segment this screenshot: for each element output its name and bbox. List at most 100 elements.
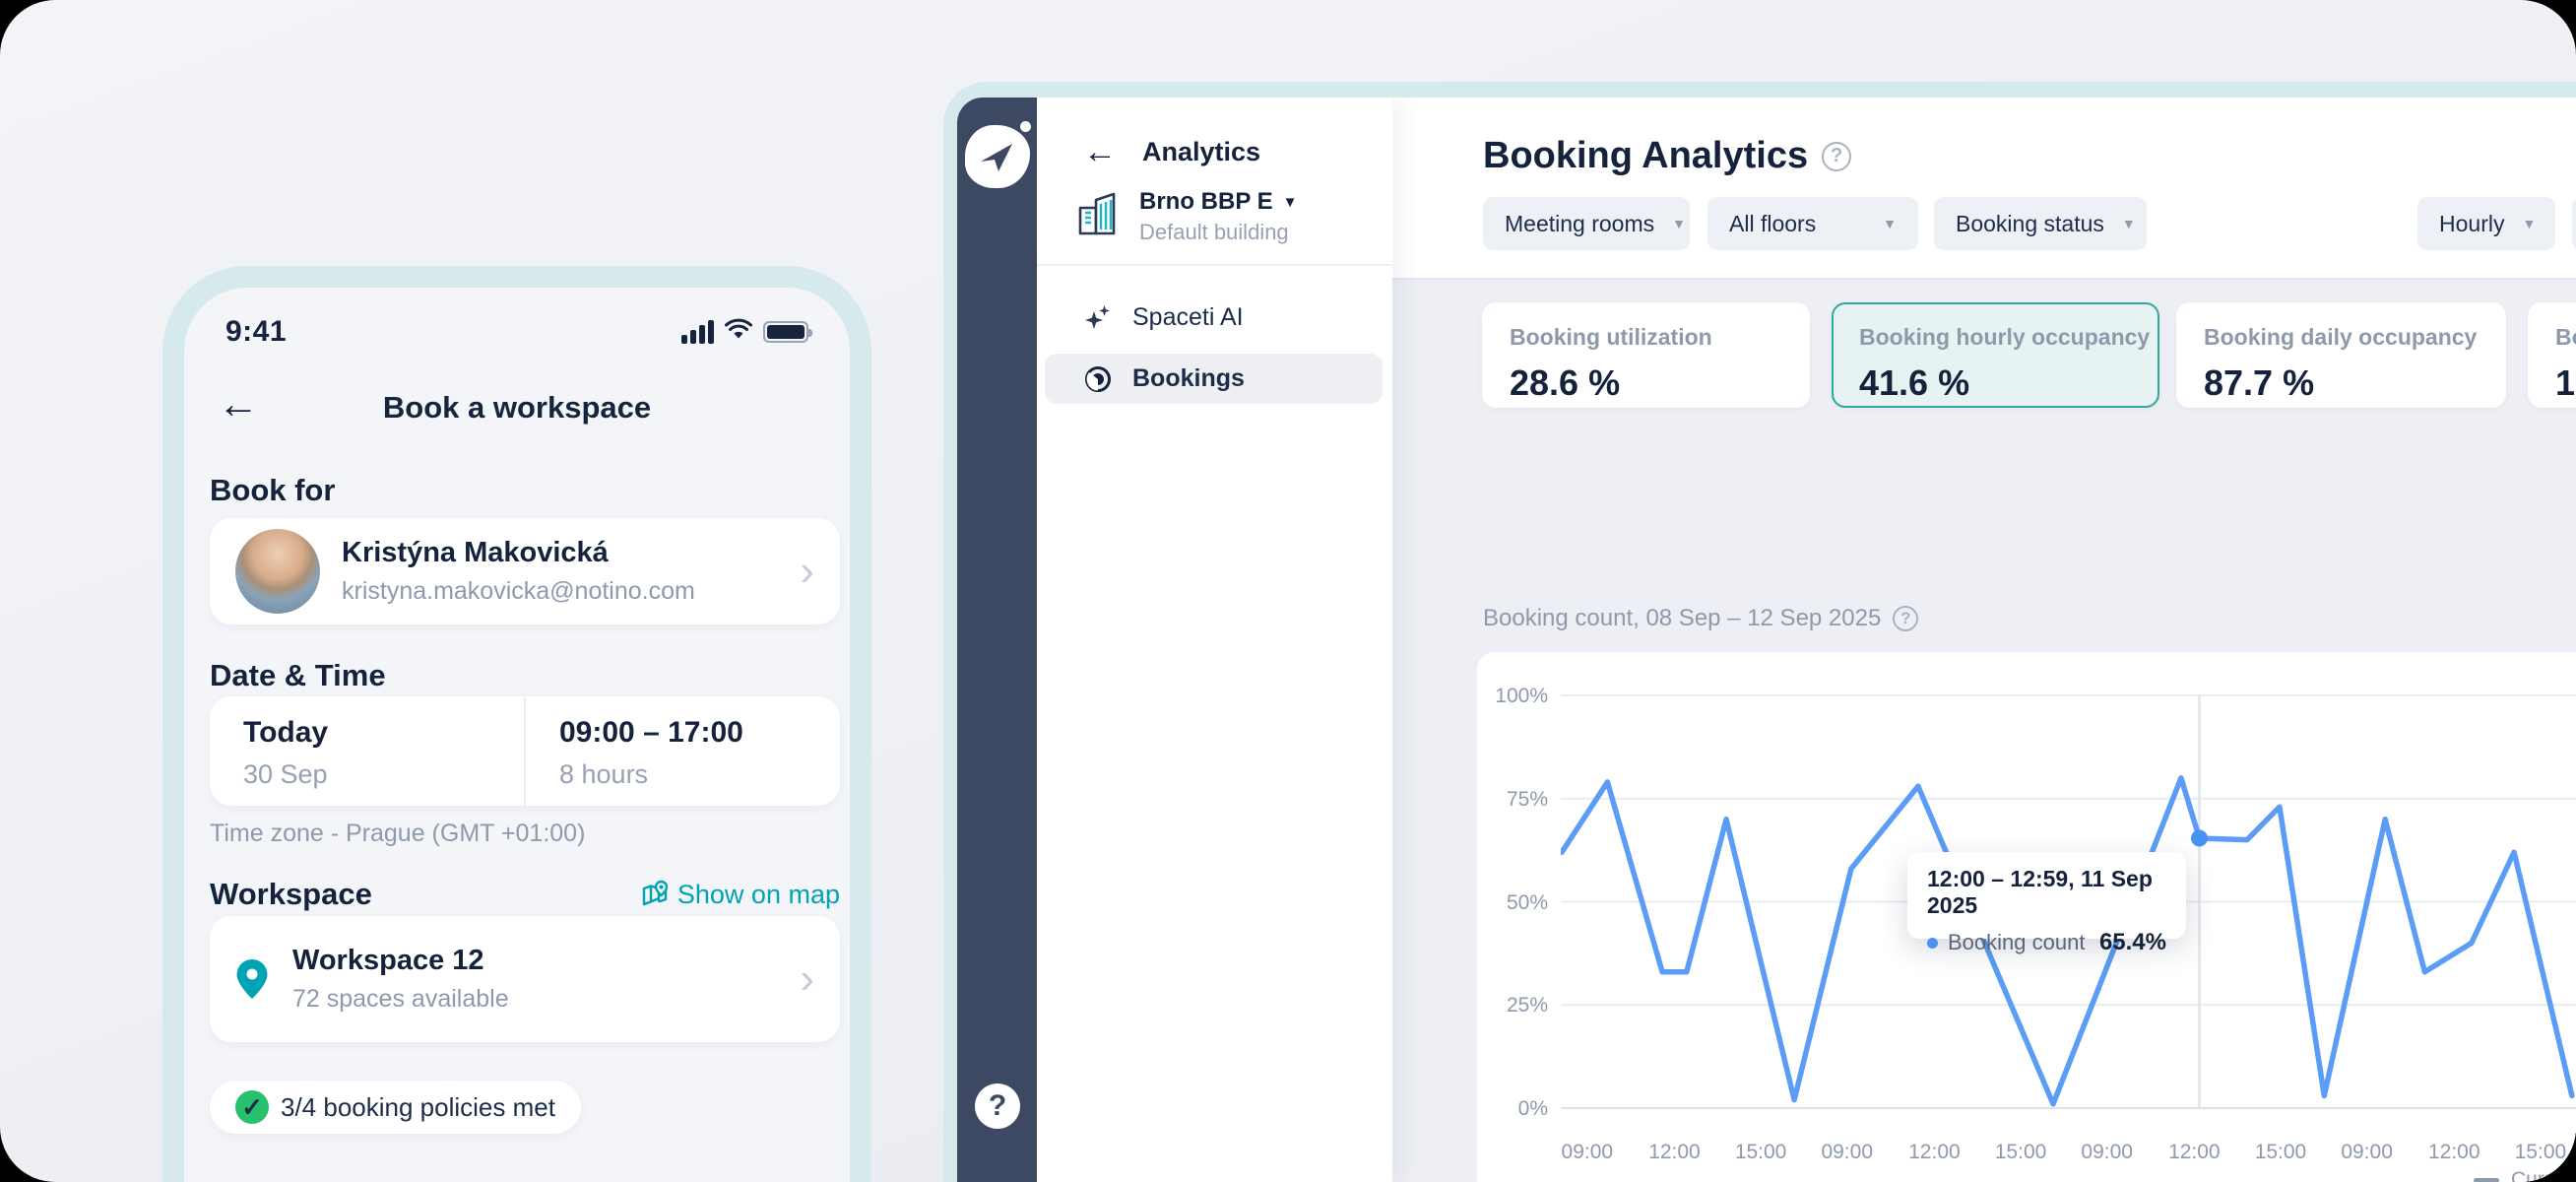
tooltip-series: Booking count [1948, 930, 2086, 954]
caret-down-icon: ▼ [1282, 193, 1298, 211]
show-on-map-link[interactable]: Show on map [640, 880, 840, 910]
phone-nav-bar: ← Book a workspace [184, 382, 850, 429]
date-secondary: 30 Sep [243, 759, 328, 789]
stat-card-hourly-occupancy[interactable]: Booking hourly occupancy 41.6 % [1832, 302, 2159, 408]
person-email: kristyna.makovicka@notino.com [342, 577, 695, 605]
workspace-name: Workspace 12 [292, 945, 484, 976]
axis-tick-label: 25% [1506, 994, 1548, 1018]
page-title: Book a workspace [382, 390, 652, 425]
sidebar-item-label: Bookings [1132, 364, 1245, 392]
signal-icon [681, 320, 714, 344]
timezone-note: Time zone - Prague (GMT +01:00) [210, 820, 586, 847]
check-icon: ✓ [235, 1090, 269, 1124]
axis-tick-label: 12:00 [2168, 1141, 2221, 1163]
date-primary: Today [243, 716, 329, 749]
axis-tick-label: 12:00 [2427, 1141, 2480, 1163]
date-time-card: Today 30 Sep 09:00 – 17:00 8 hours [210, 696, 840, 806]
book-for-heading: Book for [210, 473, 336, 507]
stat-card-booking-count[interactable]: Booking count 12 [2528, 302, 2576, 408]
axis-tick-label: 12:00 [1648, 1141, 1701, 1163]
bookings-chart-icon [1085, 365, 1111, 392]
tooltip-title: 12:00 – 12:59, 11 Sep 2025 [1927, 866, 2153, 918]
dashboard-content: Booking utilization 28.6 % Booking hourl… [1392, 278, 2576, 1182]
tooltip-value: 65.4% [2098, 929, 2166, 955]
workspace-card[interactable]: Workspace 12 72 spaces available › [210, 916, 840, 1042]
chevron-right-icon: › [800, 954, 814, 1003]
caret-down-icon: ▼ [1672, 216, 1686, 231]
chart-legend: Current [2474, 1168, 2576, 1182]
axis-tick-label: 0% [1517, 1097, 1548, 1120]
desktop-mockup: ? ← Analytics Brno BBP E [943, 82, 2576, 1182]
back-arrow-icon[interactable]: ← [1083, 133, 1117, 170]
status-icons [681, 318, 812, 347]
battery-icon [763, 321, 812, 343]
date-picker[interactable]: Today 30 Sep [210, 696, 524, 806]
workspace-heading: Workspace [210, 877, 372, 911]
legend-dash-icon [2474, 1177, 2499, 1182]
phone-status-bar: 9:41 [225, 315, 812, 349]
line-chart-card: 100% 75% 50% 25% 0% 09:00 12:00 15:00 09:00 12:0… [1477, 652, 2576, 1182]
axis-tick-label: 50% [1506, 890, 1548, 914]
chart-subtitle: Booking count, 08 Sep – 12 Sep 2025 [1483, 605, 1882, 631]
chevron-right-icon: › [800, 547, 814, 595]
wifi-icon [724, 318, 753, 347]
stat-card-daily-occupancy[interactable]: Booking daily occupancy 87.7 % [2176, 302, 2506, 408]
location-pin-icon [236, 959, 268, 999]
caret-down-icon: ▼ [1883, 216, 1897, 231]
filter-date-range[interactable]: 08 Sep – 12 Sep 2025 [2572, 197, 2576, 250]
stat-card-utilization[interactable]: Booking utilization 28.6 % [1482, 302, 1810, 408]
sidebar-back[interactable]: ← Analytics [1083, 133, 1260, 171]
sidebar-item-bookings[interactable]: Bookings [1045, 354, 1383, 404]
sidebar-title: Analytics [1142, 137, 1261, 166]
time-picker[interactable]: 09:00 – 17:00 8 hours [524, 696, 840, 806]
axis-tick-label: 09:00 [2341, 1141, 2393, 1163]
help-icon[interactable]: ? [975, 1084, 1020, 1129]
series-dot-icon [1927, 937, 1938, 949]
workspace-availability: 72 spaces available [292, 985, 509, 1013]
date-time-heading: Date & Time [210, 658, 386, 692]
axis-tick-label: 100% [1495, 685, 1548, 707]
time-primary: 09:00 – 17:00 [559, 716, 743, 749]
sidebar-item-spaceti-ai[interactable]: Spaceti AI [1045, 293, 1383, 343]
status-time: 9:41 [225, 315, 288, 348]
axis-tick-label: 15:00 [2254, 1141, 2307, 1163]
axis-tick-label: 12:00 [1908, 1141, 1961, 1163]
filter-floors[interactable]: All floors ▼ [1707, 197, 1918, 250]
caret-down-icon: ▼ [2121, 216, 2136, 231]
booking-count-line-chart[interactable] [1561, 676, 2576, 1139]
building-subtitle: Default building [1139, 220, 1289, 244]
help-circle-icon[interactable]: ? [1822, 141, 1852, 171]
divider [1037, 264, 1392, 266]
building-name: Brno BBP E [1139, 188, 1273, 215]
axis-tick-label: 09:00 [2081, 1141, 2133, 1163]
back-arrow-icon[interactable]: ← [218, 380, 259, 427]
axis-tick-label: 15:00 [2514, 1141, 2567, 1163]
page-title: Booking Analytics [1483, 135, 1809, 176]
person-name: Kristýna Makovická [342, 537, 609, 568]
sidebar-item-label: Spaceti AI [1132, 303, 1244, 331]
filter-booking-status[interactable]: Booking status ▼ [1934, 197, 2147, 250]
axis-tick-label: 09:00 [1561, 1141, 1614, 1163]
axis-tick-label: 15:00 [1994, 1141, 2047, 1163]
building-selector[interactable]: Brno BBP E ▼ Default building [1074, 188, 1297, 245]
axis-tick-label: 75% [1506, 787, 1548, 811]
caret-down-icon: ▼ [2522, 216, 2537, 231]
filter-space-type[interactable]: Meeting rooms ▼ [1483, 197, 1690, 250]
app-rail: ? [957, 98, 1037, 1182]
axis-tick-label: 15:00 [1734, 1141, 1787, 1163]
main-content: Booking Analytics ? Meeting rooms ▼ All f… [1392, 98, 2576, 1182]
phone-mockup: 9:41 ← Book a workspace Book for [162, 266, 871, 1182]
sidebar: ← Analytics Brno BBP E ▼ [1037, 98, 1392, 1182]
spaceti-logo[interactable] [965, 121, 1031, 188]
policy-badge-label: 3/4 booking policies met [281, 1091, 555, 1122]
book-for-card[interactable]: Kristýna Makovická kristyna.makovicka@no… [210, 518, 840, 624]
sparkles-icon [1085, 304, 1110, 329]
policy-badge: ✓ 3/4 booking policies met [210, 1081, 581, 1134]
building-icon [1078, 192, 1116, 235]
time-secondary: 8 hours [559, 759, 649, 789]
help-circle-icon[interactable]: ? [1893, 606, 1919, 631]
avatar [235, 529, 320, 614]
filter-interval[interactable]: Hourly ▼ [2417, 197, 2555, 250]
axis-tick-label: 09:00 [1821, 1141, 1874, 1163]
